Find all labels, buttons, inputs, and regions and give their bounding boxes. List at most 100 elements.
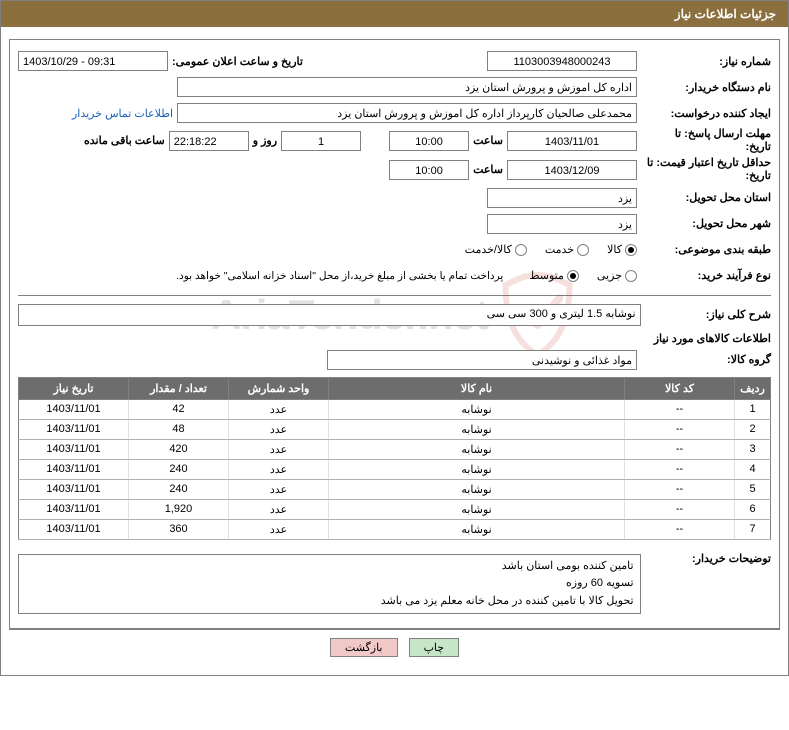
label-buyer-org: نام دستگاه خریدار: xyxy=(641,81,771,94)
cell-row: 1 xyxy=(735,399,771,419)
label-day-and: روز و xyxy=(253,134,277,147)
back-button[interactable]: بازگشت xyxy=(330,638,398,657)
cell-row: 4 xyxy=(735,459,771,479)
items-section-title: اطلاعات کالاهای مورد نیاز xyxy=(18,332,771,345)
radio-dot-icon xyxy=(577,244,589,256)
radio-dot-icon xyxy=(567,270,579,282)
radio-small[interactable]: جزیی xyxy=(597,269,637,282)
remaining-days-field: 1 xyxy=(281,131,361,151)
cell-unit: عدد xyxy=(229,399,329,419)
cell-qty: 240 xyxy=(129,479,229,499)
cell-name: نوشابه xyxy=(329,399,625,419)
cell-name: نوشابه xyxy=(329,419,625,439)
label-remaining: ساعت باقی مانده xyxy=(84,134,165,147)
cell-date: 1403/11/01 xyxy=(19,499,129,519)
table-row: 7--نوشابهعدد3601403/11/01 xyxy=(19,519,771,539)
cell-name: نوشابه xyxy=(329,519,625,539)
cell-code: -- xyxy=(625,499,735,519)
category-radio-group: کالا خدمت کالا/خدمت xyxy=(465,243,637,256)
cell-date: 1403/11/01 xyxy=(19,419,129,439)
cell-name: نوشابه xyxy=(329,439,625,459)
need-number-field: 1103003948000243 xyxy=(487,51,637,71)
table-row: 3--نوشابهعدد4201403/11/01 xyxy=(19,439,771,459)
general-desc-field: نوشابه 1.5 لیتری و 300 سی سی xyxy=(18,304,641,326)
payment-note: پرداخت تمام یا بخشی از مبلغ خرید،از محل … xyxy=(176,270,503,282)
table-row: 6--نوشابهعدد1,9201403/11/01 xyxy=(19,499,771,519)
window-frame: جزئیات اطلاعات نیاز AriaTender.net شماره… xyxy=(0,0,789,676)
label-deadline: مهلت ارسال پاسخ: تا تاریخ: xyxy=(641,128,771,153)
cell-unit: عدد xyxy=(229,479,329,499)
cell-row: 2 xyxy=(735,419,771,439)
validity-date-field: 1403/12/09 xyxy=(507,160,637,180)
table-row: 2--نوشابهعدد481403/11/01 xyxy=(19,419,771,439)
cell-qty: 240 xyxy=(129,459,229,479)
label-group: گروه کالا: xyxy=(641,353,771,366)
cell-unit: عدد xyxy=(229,459,329,479)
print-button[interactable]: چاپ xyxy=(409,638,460,657)
contact-buyer-link[interactable]: اطلاعات تماس خریدار xyxy=(72,107,173,120)
cell-row: 5 xyxy=(735,479,771,499)
group-field: مواد غذائی و نوشیدنی xyxy=(327,350,637,370)
buyer-note-line: تامین کننده بومی استان باشد xyxy=(25,558,634,576)
delivery-province-field: یزد xyxy=(487,188,637,208)
label-process-type: نوع فرآیند خرید: xyxy=(641,269,771,282)
footer-buttons: چاپ بازگشت xyxy=(9,629,780,663)
cell-row: 3 xyxy=(735,439,771,459)
content-area: AriaTender.net شماره نیاز: 1103003948000… xyxy=(1,27,788,675)
cell-date: 1403/11/01 xyxy=(19,399,129,419)
radio-goods[interactable]: کالا xyxy=(607,243,637,256)
label-delivery-province: استان محل تحویل: xyxy=(641,191,771,204)
radio-goods-service[interactable]: کالا/خدمت xyxy=(465,243,527,256)
cell-qty: 360 xyxy=(129,519,229,539)
th-qty: تعداد / مقدار xyxy=(129,377,229,399)
cell-qty: 1,920 xyxy=(129,499,229,519)
form-box: AriaTender.net شماره نیاز: 1103003948000… xyxy=(9,39,780,629)
radio-medium[interactable]: متوسط xyxy=(529,269,579,282)
radio-dot-icon xyxy=(515,244,527,256)
buyer-note-line: تحویل کالا با تامین کننده در محل خانه مع… xyxy=(25,593,634,611)
cell-name: نوشابه xyxy=(329,459,625,479)
cell-date: 1403/11/01 xyxy=(19,519,129,539)
cell-code: -- xyxy=(625,459,735,479)
cell-code: -- xyxy=(625,479,735,499)
buyer-org-field: اداره کل اموزش و پرورش استان یزد xyxy=(177,77,637,97)
label-hour-2: ساعت xyxy=(473,163,503,176)
deadline-date-field: 1403/11/01 xyxy=(507,131,637,151)
page-title-bar: جزئیات اطلاعات نیاز xyxy=(1,1,788,27)
cell-qty: 42 xyxy=(129,399,229,419)
table-row: 4--نوشابهعدد2401403/11/01 xyxy=(19,459,771,479)
cell-unit: عدد xyxy=(229,419,329,439)
table-row: 1--نوشابهعدد421403/11/01 xyxy=(19,399,771,419)
table-header-row: ردیف کد کالا نام کالا واحد شمارش تعداد /… xyxy=(19,377,771,399)
th-unit: واحد شمارش xyxy=(229,377,329,399)
cell-code: -- xyxy=(625,519,735,539)
cell-qty: 420 xyxy=(129,439,229,459)
requester-field: محمدعلی صالحیان کارپرداز اداره کل اموزش … xyxy=(177,103,637,123)
label-announce-datetime: تاریخ و ساعت اعلان عمومی: xyxy=(172,55,303,68)
cell-date: 1403/11/01 xyxy=(19,479,129,499)
announce-datetime-field: 1403/10/29 - 09:31 xyxy=(18,51,168,71)
cell-row: 6 xyxy=(735,499,771,519)
th-date: تاریخ نیاز xyxy=(19,377,129,399)
cell-unit: عدد xyxy=(229,499,329,519)
label-delivery-city: شهر محل تحویل: xyxy=(641,217,771,230)
buyer-note-line: تسویه 60 روزه xyxy=(25,575,634,593)
cell-code: -- xyxy=(625,439,735,459)
label-hour-1: ساعت xyxy=(473,134,503,147)
delivery-city-field: یزد xyxy=(487,214,637,234)
page-title: جزئیات اطلاعات نیاز xyxy=(675,7,776,21)
th-code: کد کالا xyxy=(625,377,735,399)
th-name: نام کالا xyxy=(329,377,625,399)
radio-service[interactable]: خدمت xyxy=(545,243,589,256)
label-general-desc: شرح کلی نیاز: xyxy=(645,308,771,321)
divider xyxy=(18,295,771,296)
th-row: ردیف xyxy=(735,377,771,399)
label-requester: ایجاد کننده درخواست: xyxy=(641,107,771,120)
cell-name: نوشابه xyxy=(329,479,625,499)
cell-code: -- xyxy=(625,399,735,419)
label-category: طبقه بندی موضوعی: xyxy=(641,243,771,256)
cell-row: 7 xyxy=(735,519,771,539)
cell-date: 1403/11/01 xyxy=(19,459,129,479)
cell-date: 1403/11/01 xyxy=(19,439,129,459)
cell-qty: 48 xyxy=(129,419,229,439)
